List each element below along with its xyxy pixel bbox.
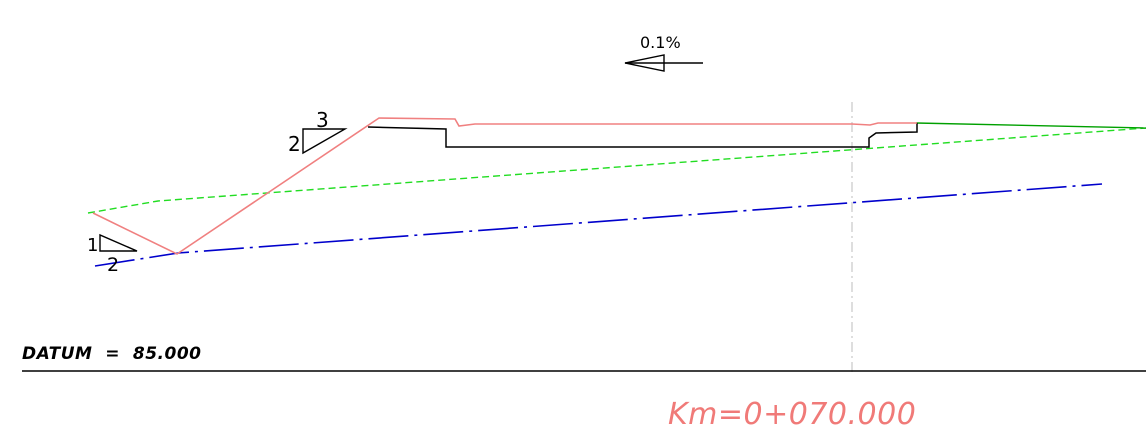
grade-label: 0.1% [640,33,681,52]
existing-ground-solid-line [915,122,1146,129]
pavement-layer-outline [367,123,918,148]
datum-label: DATUM = 85.000 [22,344,202,364]
fill-slope-vertical-label: 1 [87,235,98,256]
fill-slope-horizontal-label: 2 [107,254,119,276]
cut-slope-triangle-icon [302,128,348,155]
existing-ground-dashed-line [87,127,1146,214]
design-surface-line [92,117,917,255]
cut-slope-horizontal-label: 3 [316,108,329,132]
cut-slope-vertical-label: 2 [288,132,301,156]
chainage-label: Km=0+070.000 [668,397,917,432]
grade-arrow-icon [624,54,703,72]
subgrade-line [94,183,1103,267]
fill-slope-triangle-icon [99,233,138,252]
